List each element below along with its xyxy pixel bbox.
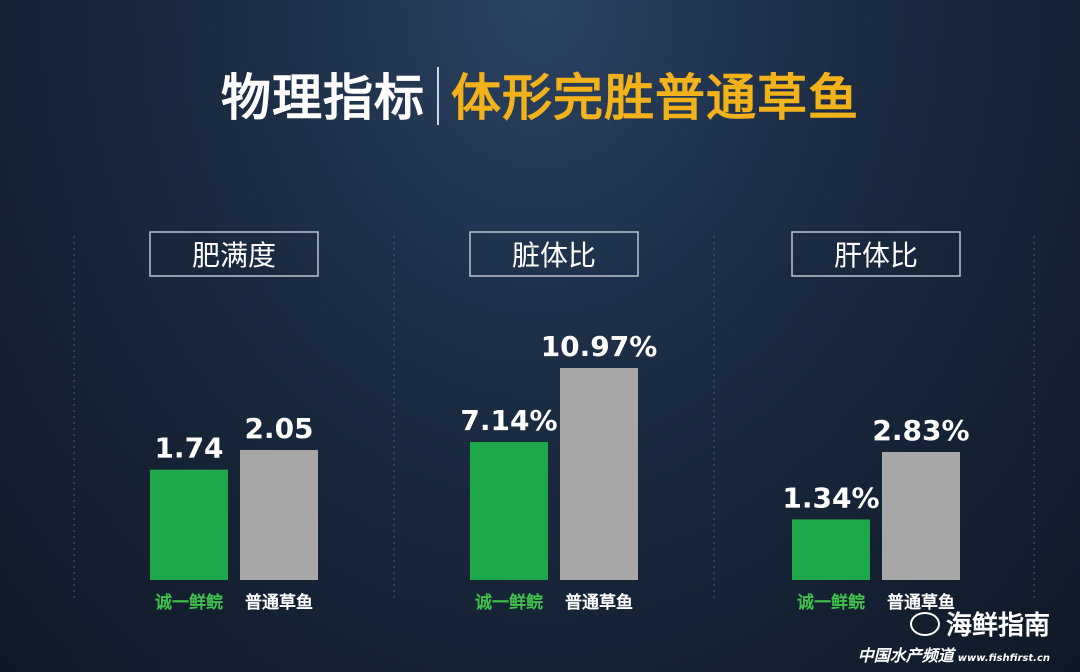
title-sub: 体形完胜普通草鱼 bbox=[451, 69, 859, 127]
bar-2-1 bbox=[882, 452, 960, 580]
panel-title-box-0 bbox=[149, 231, 319, 277]
panel-title-0: 肥满度 bbox=[192, 239, 276, 272]
title-divider bbox=[437, 67, 439, 125]
bar-2-0 bbox=[792, 519, 870, 580]
panel-title-1: 脏体比 bbox=[512, 239, 596, 272]
panel-title-2: 肝体比 bbox=[834, 239, 918, 272]
bar-0-0 bbox=[150, 469, 228, 580]
value-label-2-0: 1.34% bbox=[782, 481, 879, 514]
value-label-1-1: 10.97% bbox=[541, 330, 658, 363]
category-label-1-1: 普通草鱼 bbox=[565, 592, 633, 613]
value-label-0-1: 2.05 bbox=[244, 412, 313, 445]
title-main: 物理指标 bbox=[221, 69, 425, 127]
watermark-channel: 中国水产频道 bbox=[857, 646, 954, 665]
bar-1-1 bbox=[560, 368, 638, 580]
category-label-2-0: 诚一鲜鲩 bbox=[797, 592, 865, 613]
value-label-2-1: 2.83% bbox=[872, 414, 969, 447]
category-label-1-0: 诚一鲜鲩 bbox=[475, 592, 543, 613]
watermark-brand: 海鲜指南 bbox=[945, 611, 1050, 641]
panel-title-box-1 bbox=[469, 231, 639, 277]
category-label-0-1: 普通草鱼 bbox=[245, 592, 313, 613]
wechat-icon bbox=[909, 612, 940, 636]
category-label-2-1: 普通草鱼 bbox=[887, 592, 955, 613]
watermark-line1: 海鲜指南 bbox=[858, 605, 1050, 642]
watermark-url: www.fishfirst.cn bbox=[957, 653, 1050, 664]
bar-0-1 bbox=[240, 450, 318, 580]
bar-1-0 bbox=[470, 442, 548, 580]
watermark: 海鲜指南 中国水产频道 www.fishfirst.cn bbox=[858, 605, 1050, 666]
watermark-line2: 中国水产频道 www.fishfirst.cn bbox=[858, 642, 1050, 666]
category-label-0-0: 诚一鲜鲩 bbox=[155, 592, 223, 613]
panel-title-box-2 bbox=[791, 231, 961, 277]
value-label-0-0: 1.74 bbox=[154, 432, 223, 465]
page-title: 物理指标 体形完胜普通草鱼 bbox=[0, 58, 1080, 130]
value-label-1-0: 7.14% bbox=[460, 404, 557, 437]
